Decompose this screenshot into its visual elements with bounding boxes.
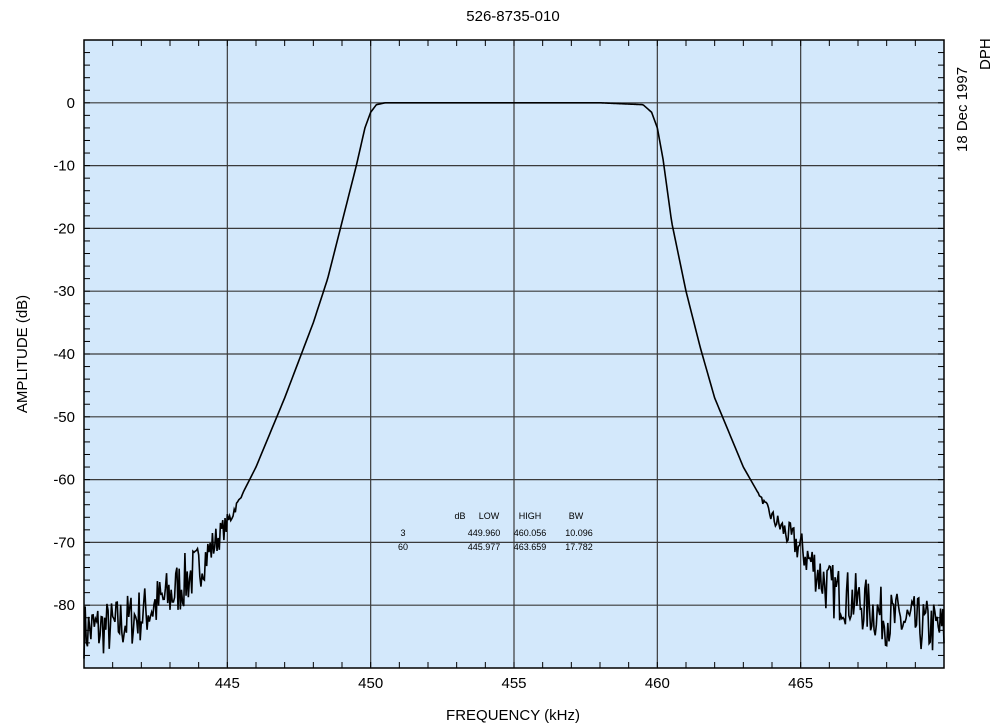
table-cell: 445.977: [468, 542, 501, 552]
bandwidth-table: dB LOW HIGH BW 3 449.960 460.056 10.096 60 445.97…: [398, 511, 593, 552]
y-gridlines: [84, 102, 944, 606]
table-header-bw: BW: [569, 511, 584, 521]
series-line-response: [83, 102, 945, 659]
x-tick-label-450: 450: [358, 675, 383, 692]
y-tick-label-minus50: -50: [53, 409, 75, 426]
y-tick-label-minus60: -60: [53, 472, 75, 489]
x-tick-labels: 445 450 455 460 465: [215, 675, 813, 692]
author-annotation: DPH: [977, 38, 994, 70]
y-axis-title: AMPLITUDE (dB): [14, 295, 31, 413]
minor-ticks: [84, 40, 944, 668]
table-cell: 3: [400, 528, 405, 538]
y-tick-label-minus70: -70: [53, 534, 75, 551]
table-cell: 460.056: [514, 528, 547, 538]
x-tick-label-460: 460: [645, 675, 670, 692]
y-tick-label-minus40: -40: [53, 346, 75, 363]
table-header-high: HIGH: [519, 511, 542, 521]
table-cell: 17.782: [565, 542, 593, 552]
x-axis-title: FREQUENCY (kHz): [446, 707, 580, 724]
table-cell: 463.659: [514, 542, 547, 552]
table-cell: 10.096: [565, 528, 593, 538]
x-tick-label-455: 455: [501, 675, 526, 692]
y-tick-label-minus30: -30: [53, 283, 75, 300]
y-tick-label-minus80: -80: [53, 597, 75, 614]
y-tick-labels: 0 -10 -20 -30 -40 -50 -60 -70 -80: [53, 95, 75, 614]
table-cell: 60: [398, 542, 408, 552]
y-tick-label-0: 0: [67, 95, 75, 112]
y-tick-label-minus10: -10: [53, 158, 75, 175]
y-tick-label-minus20: -20: [53, 220, 75, 237]
table-header-db: dB: [454, 511, 465, 521]
date-annotation: 18 Dec 1997: [954, 67, 971, 152]
x-tick-label-465: 465: [788, 675, 813, 692]
table-header-low: LOW: [479, 511, 500, 521]
table-cell: 449.960: [468, 528, 501, 538]
x-tick-label-445: 445: [215, 675, 240, 692]
chart-title: 526-8735-010: [466, 8, 559, 25]
